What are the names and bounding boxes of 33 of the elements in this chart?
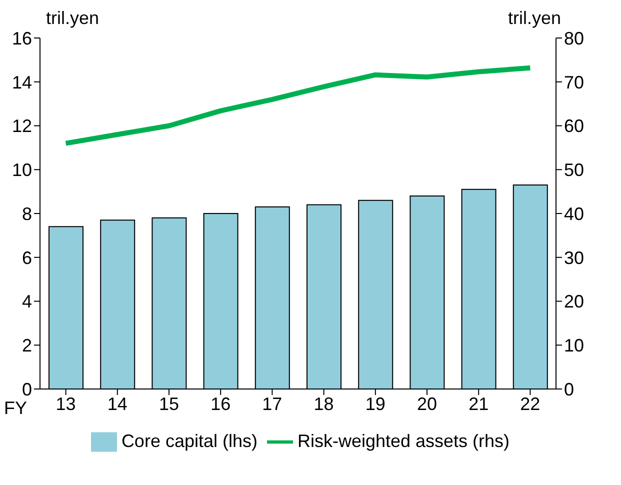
x-axis-title: FY: [4, 398, 28, 419]
y2-tick-label: 70: [564, 72, 584, 92]
y2-tick-label: 30: [564, 248, 584, 268]
y2-tick-label: 60: [564, 116, 584, 136]
y2-tick-label: 50: [564, 160, 584, 180]
x-tick-label: 19: [365, 394, 386, 414]
x-tick-label: 21: [468, 394, 489, 414]
y-tick-label: 10: [12, 160, 32, 180]
y2-axis-title: tril.yen: [508, 8, 561, 29]
x-tick-label: 17: [262, 394, 282, 414]
y-tick-label: 12: [12, 116, 32, 136]
legend-label: Core capital (lhs): [121, 430, 258, 451]
y-tick-label: 16: [12, 28, 32, 48]
y2-tick-label: 80: [564, 28, 584, 48]
y-axis-title: tril.yen: [46, 8, 100, 29]
y-tick-label: 14: [12, 72, 32, 92]
y-tick-label: 6: [22, 248, 32, 268]
y-tick-label: 0: [22, 379, 32, 400]
x-tick-label: 14: [107, 394, 128, 414]
y2-tick-label: 0: [564, 379, 574, 400]
y-tick-label: 8: [22, 204, 32, 224]
x-tick-label: 13: [56, 394, 76, 414]
x-tick-label: 16: [210, 394, 231, 414]
y-tick-label: 4: [22, 292, 32, 312]
y-tick-label: 2: [22, 336, 32, 356]
x-tick-label: 18: [314, 394, 334, 414]
legend-label: Risk-weighted assets (rhs): [297, 430, 510, 451]
y2-tick-label: 10: [564, 336, 584, 356]
x-tick-label: 15: [158, 394, 180, 414]
y2-tick-label: 40: [564, 204, 584, 224]
x-tick-label: 20: [416, 394, 438, 414]
x-tick-label: 22: [520, 394, 540, 414]
y2-tick-label: 20: [564, 292, 584, 312]
